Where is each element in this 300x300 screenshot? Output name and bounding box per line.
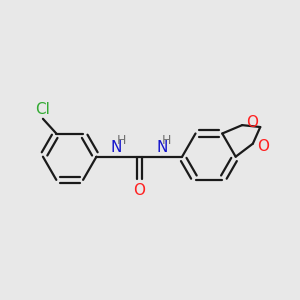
Text: Cl: Cl <box>35 102 50 117</box>
Text: H: H <box>117 134 126 147</box>
Text: O: O <box>246 115 258 130</box>
Text: N: N <box>156 140 168 154</box>
Text: O: O <box>133 183 145 198</box>
Text: N: N <box>111 140 122 154</box>
Text: H: H <box>162 134 172 147</box>
Text: O: O <box>257 139 269 154</box>
